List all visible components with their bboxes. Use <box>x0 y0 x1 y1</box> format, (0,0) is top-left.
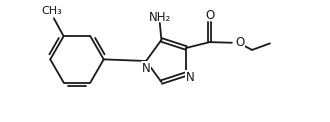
Text: O: O <box>235 36 244 49</box>
Text: N: N <box>186 71 194 84</box>
Text: CH₃: CH₃ <box>42 6 63 16</box>
Text: NH₂: NH₂ <box>148 11 171 24</box>
Text: O: O <box>205 9 214 22</box>
Text: N: N <box>142 62 150 75</box>
